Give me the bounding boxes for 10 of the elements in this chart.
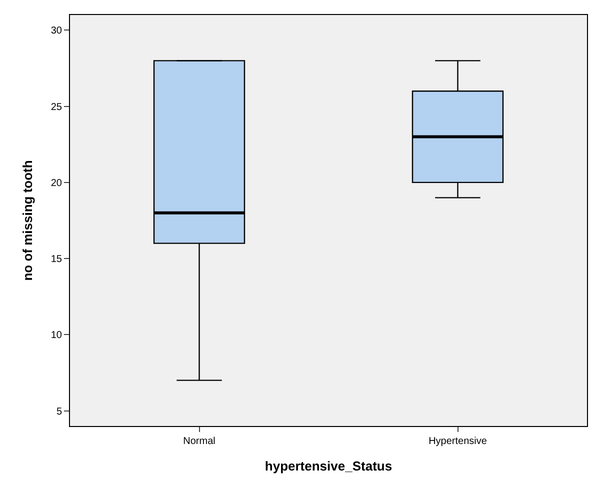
x-tick-label: Normal bbox=[183, 436, 216, 447]
y-tick-label: 30 bbox=[50, 26, 62, 37]
y-axis-title: no of missing tooth bbox=[20, 160, 35, 281]
x-tick-label: Hypertensive bbox=[428, 436, 488, 447]
y-tick-label: 15 bbox=[50, 254, 62, 266]
y-tick-label: 10 bbox=[50, 330, 62, 342]
x-axis-title: hypertensive_Status bbox=[264, 458, 392, 474]
y-tick-label: 20 bbox=[50, 178, 62, 189]
y-tick-label: 25 bbox=[50, 102, 62, 113]
y-tick-label: 5 bbox=[56, 406, 62, 418]
